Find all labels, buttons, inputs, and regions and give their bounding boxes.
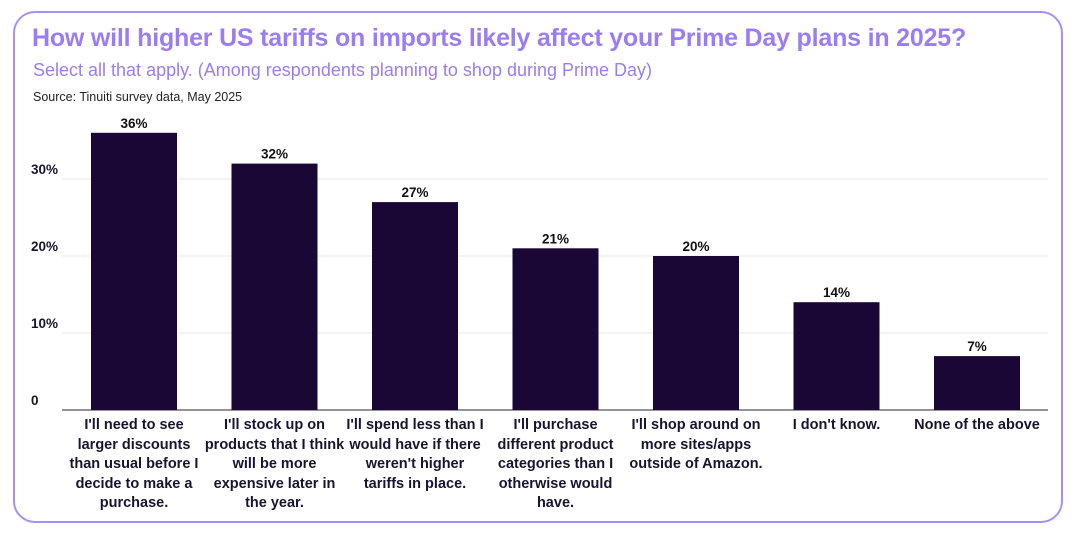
data-label: 27%: [401, 185, 428, 200]
bar: [653, 256, 739, 410]
y-tick-label: 10%: [31, 316, 58, 331]
data-label: 21%: [542, 231, 569, 246]
y-tick-label: 30%: [31, 162, 58, 177]
chart-subtitle: Select all that apply. (Among respondent…: [33, 60, 653, 80]
data-label: 20%: [682, 239, 709, 254]
x-tick-label: None of the above: [914, 417, 1040, 433]
x-tick-label: I'll shop around on more sites/apps outs…: [629, 417, 763, 472]
y-tick-label: 20%: [31, 239, 58, 254]
x-tick-label: I don't know.: [792, 417, 881, 433]
x-tick-label: I'll spend less than I would have if the…: [346, 417, 484, 492]
chart-source: Source: Tinuiti survey data, May 2025: [33, 90, 243, 104]
bar: [231, 163, 318, 410]
data-label: 14%: [823, 285, 850, 300]
bar: [793, 302, 880, 410]
bar: [91, 132, 177, 411]
y-tick-label: 0: [31, 393, 39, 408]
bar: [372, 202, 458, 410]
chart-title: How will higher US tariffs on imports li…: [32, 24, 967, 52]
x-tick-label: I'll purchase different product categori…: [497, 417, 614, 511]
bar: [934, 356, 1020, 410]
data-label: 36%: [120, 116, 147, 131]
data-label: 7%: [967, 339, 987, 354]
data-label: 32%: [261, 147, 288, 162]
x-tick-label: I'll need to see larger discounts than u…: [69, 417, 199, 511]
x-tick-label: I'll stock up on products that I think w…: [204, 417, 345, 511]
bar: [512, 248, 599, 410]
